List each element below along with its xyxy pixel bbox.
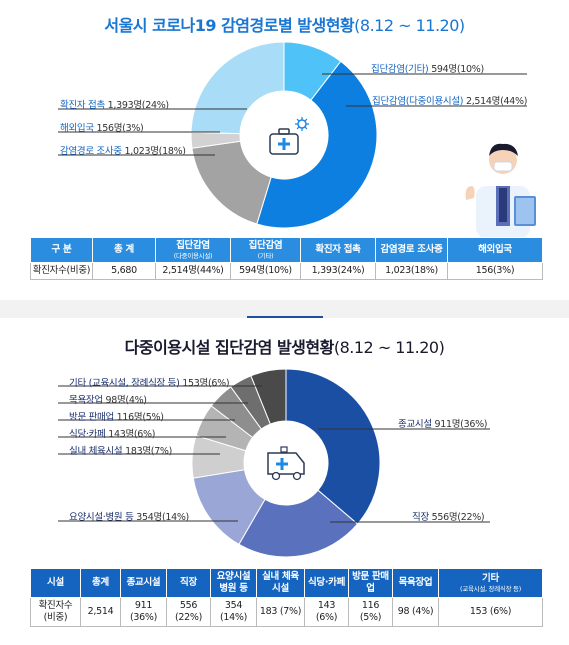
- section-divider-bar: [247, 316, 323, 319]
- chart2-label-restaurant: 식당·카페 143명(6%): [69, 429, 156, 440]
- table-cell: 556 (22%): [166, 597, 211, 627]
- table-header-cell: 방문 판매업: [348, 568, 393, 598]
- table-cell: 116 (5%): [348, 597, 393, 627]
- table-cell: 1,393(24%): [300, 262, 376, 280]
- table-cell: 354 (14%): [210, 597, 257, 627]
- chart2-label-bathhouse: 목욕장업 98명(4%): [69, 395, 147, 406]
- table-cell: 1,023(18%): [375, 262, 448, 280]
- chart1-label-investigating: 감염경로 조사중 1,023명(18%): [60, 146, 186, 157]
- table-cell: 5,680: [92, 262, 156, 280]
- table-cell: 143 (6%): [304, 597, 349, 627]
- chart1-label-overseas: 해외입국 156명(3%): [60, 123, 144, 134]
- chart1-donut: [58, 41, 527, 229]
- table-header-cell: 구 분: [30, 237, 93, 263]
- table-cell: 98 (4%): [392, 597, 439, 627]
- table-header-cell: 집단감염 (기타): [230, 237, 301, 263]
- table-header-cell: 시설: [30, 568, 81, 598]
- chart2-label-workplace: 직장 556명(22%): [412, 512, 485, 523]
- table-cell: 156(3%): [447, 262, 543, 280]
- medical-kit-icon: [269, 128, 299, 155]
- table-header-row: 시설 총계 종교시설 직장 요양시설 병원 등 실내 체육시설 식당·카페 방문 판매업 목욕장…: [30, 568, 543, 598]
- chart1-label-cluster-facility: 집단감염(다중이용시설) 2,514명(44%): [372, 96, 528, 107]
- donut-center: [240, 91, 328, 179]
- doctor-illustration: [465, 143, 536, 238]
- table-header-cell: 기타 (교육시설, 장례식장 등): [438, 568, 543, 598]
- chart2-label-gym: 실내 체육시설 183명(7%): [69, 446, 173, 457]
- table-cell: 2,514: [80, 597, 121, 627]
- table-cell: 153 (6%): [438, 597, 543, 627]
- chart1-label-cluster-other: 집단감염(기타) 594명(10%): [371, 64, 484, 75]
- table-cell: 183 (7%): [256, 597, 305, 627]
- table-cell: 확진자수 (비중): [30, 597, 81, 627]
- table-row: 확진자수 (비중) 2,514 911 (36%) 556 (22%) 354 (14%…: [30, 597, 543, 627]
- chart1-label-contact: 확진자 접촉 1,393명(24%): [60, 100, 169, 111]
- table-header-cell: 총 계: [92, 237, 156, 263]
- table-header-cell: 직장: [166, 568, 211, 598]
- table-header-cell: 총계: [80, 568, 121, 598]
- chart2-label-door-sales: 방문 판매업 116명(5%): [69, 412, 164, 423]
- table-header-cell: 확진자 접촉: [300, 237, 376, 263]
- chart2-title: 다중이용시설 집단감염 발생현황(8.12 ~ 11.20): [124, 338, 445, 357]
- section-facility-cluster: 다중이용시설 집단감염 발생현황(8.12 ~ 11.20) 기타 (교육시설,…: [0, 318, 569, 645]
- table-cell: 2,514명(44%): [155, 262, 231, 280]
- table-header-cell: 집단감염 (다중이용시설): [155, 237, 231, 263]
- table-cell: 594명(10%): [230, 262, 301, 280]
- table-header-cell: 감염경로 조사중: [375, 237, 448, 263]
- table-header-cell: 목욕장업: [392, 568, 439, 598]
- ambulance-icon: [267, 446, 305, 481]
- chart2-label-religious: 종교시설 911명(36%): [398, 419, 488, 430]
- chart2-donut: [58, 368, 490, 558]
- table-header-cell: 식당·카페: [304, 568, 349, 598]
- chart2-table: 시설 총계 종교시설 직장 요양시설 병원 등 실내 체육시설 식당·카페 방문 판매업 목욕장…: [30, 568, 543, 627]
- chart2-label-other: 기타 (교육시설, 장례식장 등) 153명(6%): [69, 378, 230, 389]
- table-header-cell: 종교시설: [120, 568, 167, 598]
- table-header-cell: 실내 체육시설: [256, 568, 305, 598]
- table-row: 확진자수(비중) 5,680 2,514명(44%) 594명(10%) 1,393(2…: [30, 262, 543, 280]
- table-cell: 확진자수(비중): [30, 262, 93, 280]
- table-header-cell: 요양시설 병원 등: [210, 568, 257, 598]
- table-header-cell: 해외입국: [447, 237, 543, 263]
- chart1-title: 서울시 코로나19 감염경로별 발생현황(8.12 ~ 11.20): [104, 16, 465, 35]
- virus-icon: [295, 117, 309, 131]
- section-infection-route: 서울시 코로나19 감염경로별 발생현황(8.12 ~ 11.20) 집단감염(…: [0, 0, 569, 300]
- chart2-label-nursing: 요양시설·병원 등 354명(14%): [69, 512, 189, 523]
- table-cell: 911 (36%): [120, 597, 167, 627]
